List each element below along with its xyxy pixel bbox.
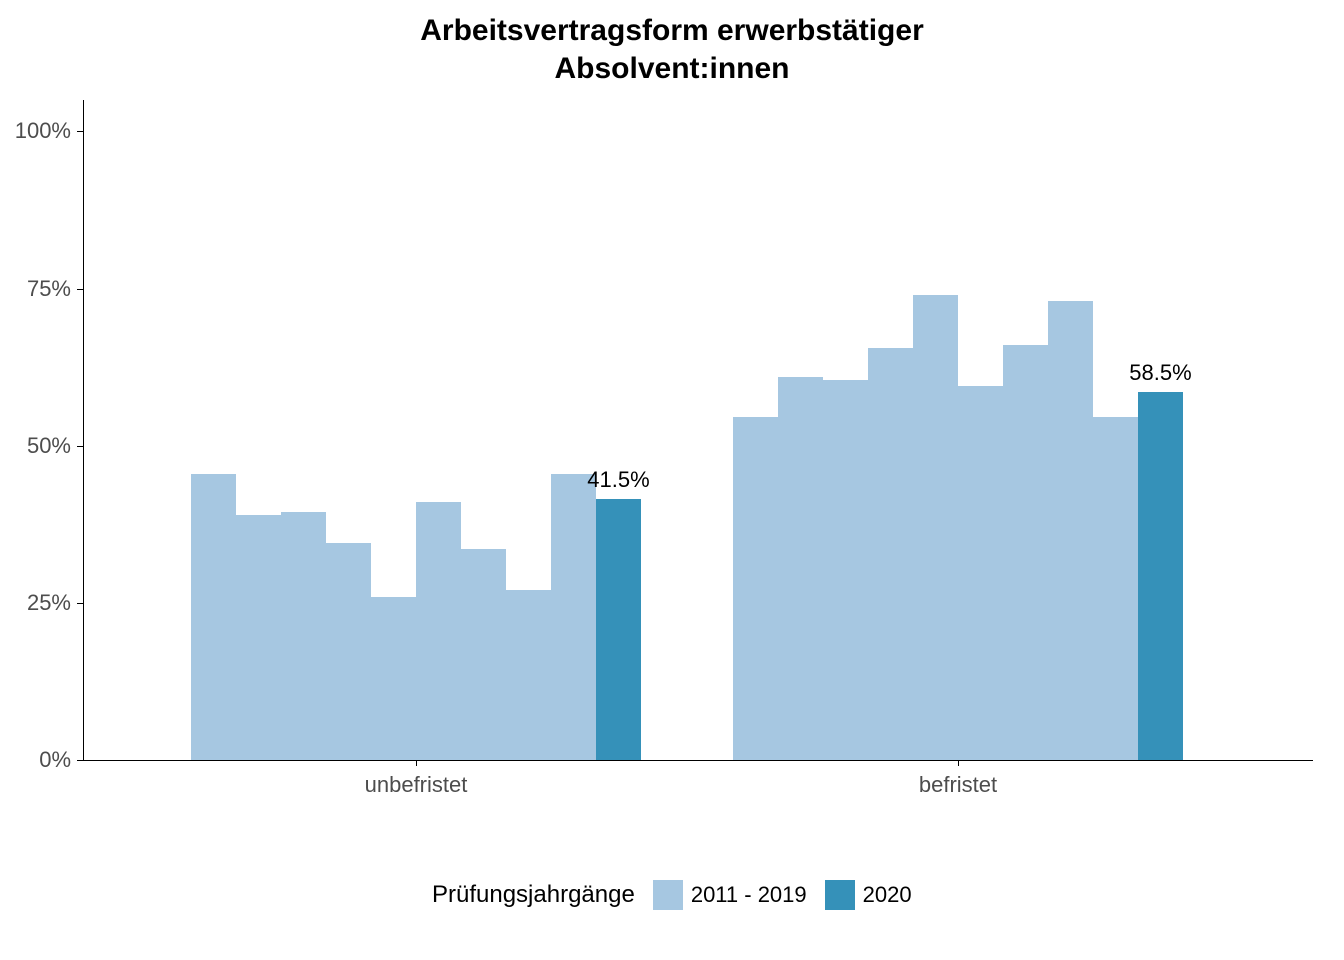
bar-historic — [823, 380, 868, 760]
bar-current — [596, 499, 641, 760]
y-axis-line — [83, 100, 84, 760]
bar-historic — [551, 474, 596, 760]
bar-historic — [733, 417, 778, 760]
ytick-mark — [77, 760, 83, 761]
ytick-mark — [77, 446, 83, 447]
ytick-label: 75% — [3, 276, 71, 302]
bar-historic — [958, 386, 1003, 760]
ytick-mark — [77, 603, 83, 604]
bar-current — [1138, 392, 1183, 760]
chart-title: Arbeitsvertragsform erwerbstätigerAbsolv… — [0, 12, 1344, 87]
legend-item-historic: 2011 - 2019 — [653, 880, 807, 910]
bar-historic — [506, 590, 551, 760]
bar-historic — [1003, 345, 1048, 760]
xtick-mark — [416, 760, 417, 766]
bar-historic — [416, 502, 461, 760]
ytick-mark — [77, 131, 83, 132]
legend-label-historic: 2011 - 2019 — [691, 882, 807, 908]
ytick-label: 0% — [3, 747, 71, 773]
bar-historic — [281, 512, 326, 760]
legend-title: Prüfungsjahrgänge — [432, 881, 635, 909]
xtick-label: unbefristet — [365, 772, 468, 798]
legend: Prüfungsjahrgänge 2011 - 2019 2020 — [432, 880, 912, 910]
ytick-label: 100% — [3, 118, 71, 144]
legend-swatch-historic — [653, 880, 683, 910]
xtick-mark — [958, 760, 959, 766]
ytick-mark — [77, 289, 83, 290]
bar-historic — [326, 543, 371, 760]
bar-label: 58.5% — [1129, 360, 1191, 386]
legend-label-current: 2020 — [863, 882, 912, 908]
bar-historic — [778, 377, 823, 760]
legend-item-current: 2020 — [825, 880, 912, 910]
x-axis-line — [83, 760, 1313, 761]
bar-historic — [1048, 301, 1093, 760]
bar-historic — [371, 597, 416, 760]
ytick-label: 25% — [3, 590, 71, 616]
bar-historic — [461, 549, 506, 760]
legend-swatch-current — [825, 880, 855, 910]
bar-historic — [913, 295, 958, 760]
plot-area: 0%25%50%75%100%41.5%unbefristet58.5%befr… — [83, 100, 1313, 760]
bar-label: 41.5% — [587, 467, 649, 493]
bar-historic — [868, 348, 913, 760]
bar-historic — [1093, 417, 1138, 760]
ytick-label: 50% — [3, 433, 71, 459]
bar-historic — [191, 474, 236, 760]
xtick-label: befristet — [919, 772, 997, 798]
bar-historic — [236, 515, 281, 760]
